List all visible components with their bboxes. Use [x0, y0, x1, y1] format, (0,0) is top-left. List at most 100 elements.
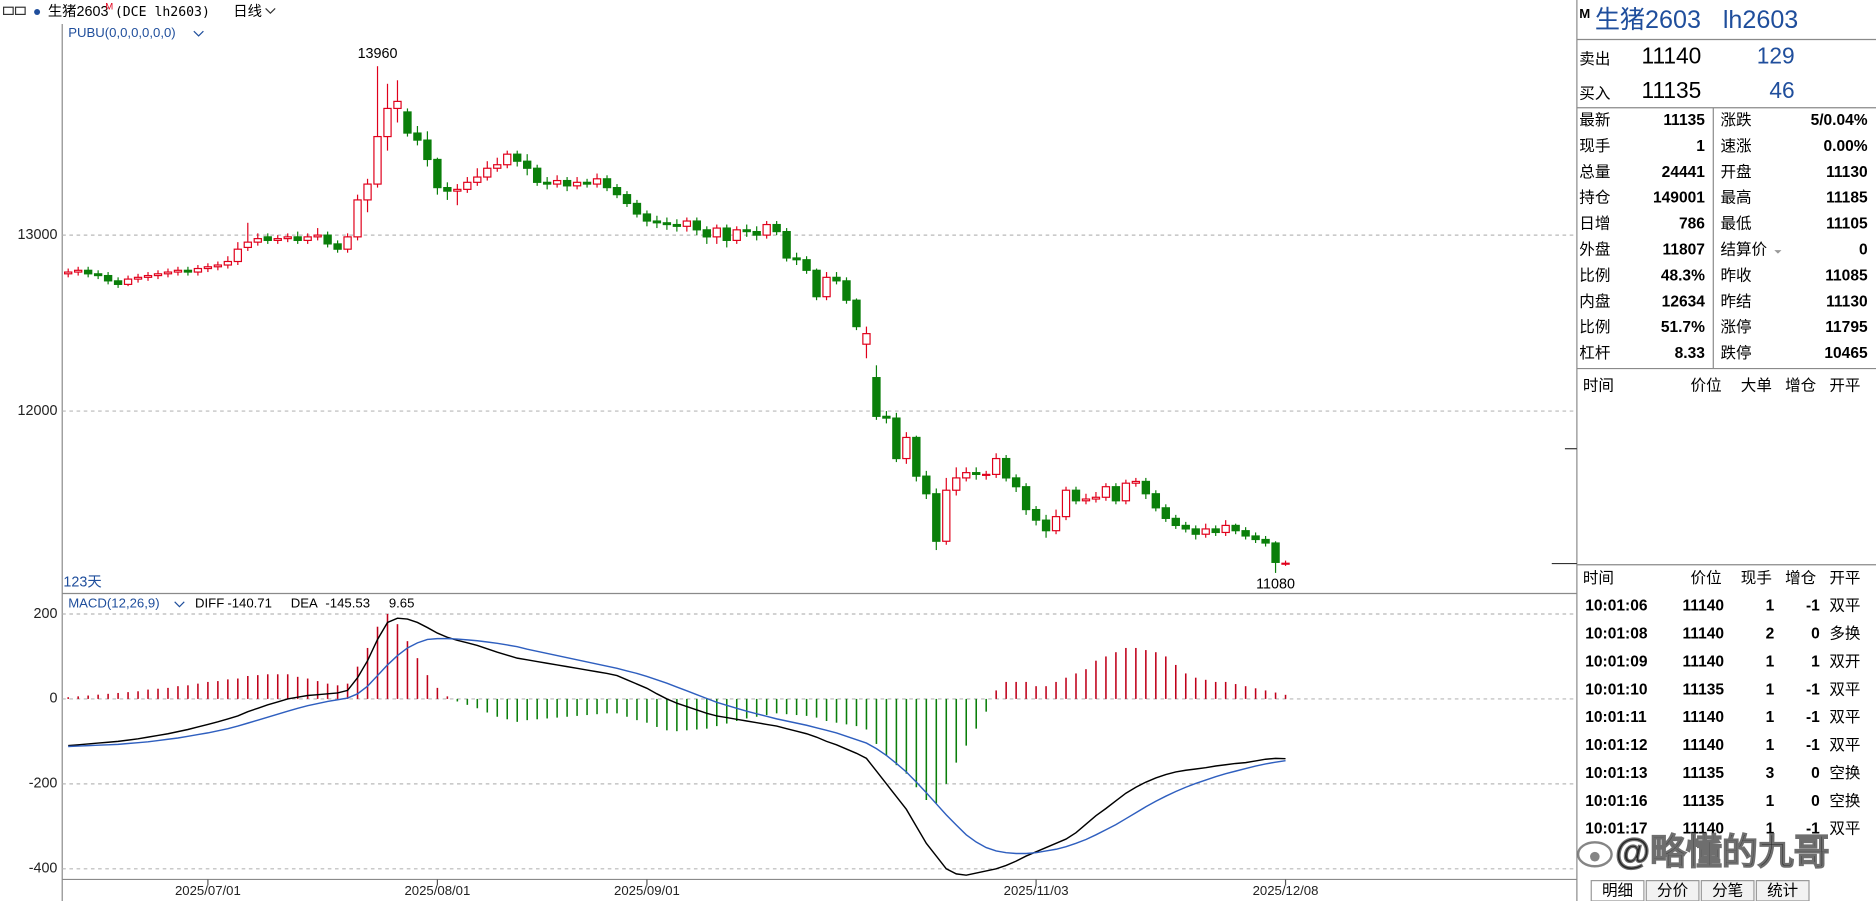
- candle-body: [203, 266, 213, 270]
- stat-label: 昨收: [1720, 266, 1751, 284]
- candle-body: [283, 236, 292, 240]
- trade-cell: 10:01:08: [1585, 626, 1648, 643]
- trade-cell: 1: [1766, 653, 1775, 670]
- x-tick-label: 2025/12/08: [1253, 883, 1319, 898]
- tab-label[interactable]: 分笔: [1712, 881, 1743, 899]
- trade-cell: 11140: [1683, 626, 1725, 643]
- candle-body: [1211, 528, 1220, 534]
- candle-body: [153, 273, 163, 277]
- stat-value: 1: [1696, 138, 1705, 155]
- trade-cell: 0: [1811, 765, 1820, 782]
- column-header: 开平: [1829, 570, 1860, 587]
- candle-body: [672, 223, 682, 227]
- stat-value: 24441: [1662, 164, 1706, 181]
- max-label: 13960: [358, 46, 398, 62]
- stat-label: 结算价: [1720, 240, 1767, 259]
- candle-body: [622, 194, 632, 205]
- trade-cell: 1: [1766, 737, 1775, 754]
- candle-body: [922, 475, 931, 495]
- trade-cell: 双平: [1829, 598, 1860, 615]
- stat-label: 杠杆: [1579, 344, 1610, 362]
- candle-body: [1251, 535, 1260, 541]
- trade-cell: 10:01:12: [1585, 737, 1648, 754]
- candle-body: [712, 227, 721, 238]
- toolbar-icon[interactable]: [14, 6, 26, 16]
- candle-body: [333, 243, 342, 250]
- legend-value: -145.53: [325, 596, 370, 611]
- stat-value: 48.3%: [1661, 267, 1705, 284]
- candle-body: [552, 179, 562, 185]
- quote-name: 生猪2603: [1595, 6, 1701, 34]
- indicator-label: PUBU(0,0,0,0,0,0): [68, 25, 176, 40]
- candle-body: [443, 187, 452, 192]
- candle-body: [912, 436, 921, 477]
- candle-body: [163, 271, 173, 275]
- stat-label: 最新: [1579, 111, 1610, 129]
- status-dot: [34, 9, 41, 15]
- candle-body: [812, 269, 821, 298]
- stat-label: 内盘: [1579, 291, 1610, 310]
- trade-cell: 10:01:06: [1585, 598, 1648, 615]
- y-tick-label: -400: [29, 861, 58, 877]
- macd-line: [68, 637, 1286, 855]
- candle-body: [263, 236, 272, 241]
- book-volume: 46: [1769, 77, 1794, 103]
- candle-body: [253, 238, 262, 243]
- column-header: 增仓: [1785, 377, 1817, 395]
- candle-body: [513, 153, 522, 162]
- candle-body: [323, 234, 332, 245]
- trade-cell: 3: [1766, 765, 1775, 782]
- trade-cell: 0: [1811, 793, 1820, 810]
- candle-body: [802, 259, 811, 271]
- candle-body: [173, 269, 183, 273]
- candle-body: [64, 271, 73, 275]
- stat-value: 10465: [1824, 345, 1868, 362]
- symbol: 生猪2603: [48, 3, 109, 20]
- candle-body: [842, 280, 851, 301]
- candle-body: [722, 227, 731, 241]
- candle-body: [403, 111, 412, 134]
- stat-label: 持仓: [1579, 189, 1611, 207]
- candle-body: [1151, 493, 1161, 509]
- stat-value: 5/0.04%: [1811, 112, 1868, 129]
- trade-cell: 10:01:13: [1585, 765, 1648, 782]
- trade-cell: 2: [1766, 626, 1775, 643]
- y-tick-label: 0: [49, 691, 57, 707]
- stat-value: 11795: [1825, 319, 1868, 336]
- column-header: 价位: [1691, 377, 1722, 395]
- tab-label[interactable]: 明细: [1602, 881, 1633, 899]
- candle-body: [1161, 507, 1170, 519]
- candle-body: [742, 229, 751, 233]
- candle-body: [752, 230, 761, 236]
- candle-body: [902, 436, 911, 460]
- toolbar-icon[interactable]: [2, 6, 14, 16]
- x-tick-label: 2025/11/03: [1004, 883, 1069, 898]
- trade-cell: 10:01:11: [1585, 709, 1647, 726]
- candle-body: [193, 267, 203, 273]
- period-selector[interactable]: 日线: [233, 3, 262, 20]
- candle-body: [223, 260, 233, 266]
- stat-value: 149001: [1653, 190, 1705, 207]
- candle-body: [363, 183, 372, 201]
- indicator-label: MACD(12,26,9): [68, 596, 159, 611]
- stat-label: 跌停: [1720, 344, 1751, 362]
- candle-body: [303, 236, 312, 241]
- candle-body: [892, 417, 901, 460]
- candle-body: [682, 220, 692, 227]
- tab-label[interactable]: 分价: [1657, 881, 1689, 899]
- trade-cell: 双平: [1829, 709, 1860, 726]
- candle-body: [1101, 486, 1111, 498]
- candle-body: [1011, 477, 1021, 488]
- tab-label[interactable]: 统计: [1767, 881, 1798, 899]
- x-tick-label: 2025/07/01: [175, 883, 241, 898]
- macd-line: [68, 617, 1286, 876]
- candle-body: [373, 135, 382, 185]
- stat-label: 外盘: [1579, 240, 1610, 259]
- candle-body: [952, 477, 961, 491]
- candle-body: [1131, 480, 1141, 484]
- trade-cell: -1: [1806, 709, 1820, 726]
- column-header: 现手: [1741, 569, 1772, 587]
- stat-label: 总量: [1579, 163, 1610, 181]
